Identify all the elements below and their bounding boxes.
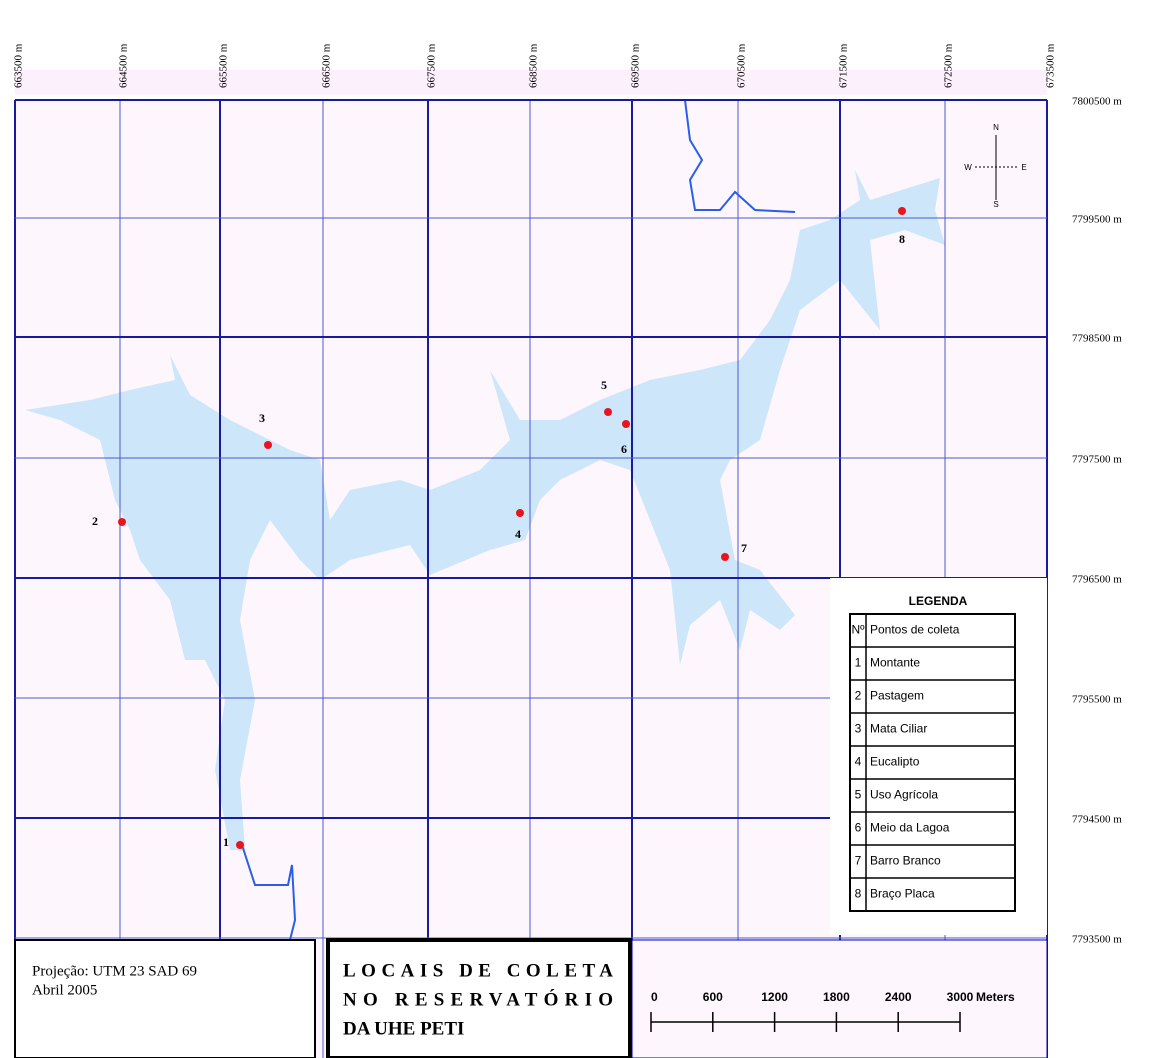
scale-label: 1200 xyxy=(761,990,788,1004)
northing-label: 7797500 m xyxy=(1072,454,1122,466)
northing-label: 7795500 m xyxy=(1072,694,1122,706)
northing-label: 7794500 m xyxy=(1072,814,1122,826)
projection: Projeção: UTM 23 SAD 69 xyxy=(32,963,197,979)
easting-label: 671500 m xyxy=(838,43,850,88)
legend-key: 8 xyxy=(855,887,862,901)
scale-label: 0 xyxy=(651,990,658,1004)
legend-text: Meio da Lagoa xyxy=(870,821,950,835)
scale-label: 1800 xyxy=(823,990,850,1004)
northing-label: 7799500 m xyxy=(1072,214,1122,226)
northing-label: 7800500 m xyxy=(1072,96,1122,108)
point-label: 6 xyxy=(621,442,627,456)
legend-text: Mata Ciliar xyxy=(870,722,927,736)
easting-label: 665500 m xyxy=(218,43,230,88)
sample-point xyxy=(898,207,906,215)
compass-e: E xyxy=(1021,163,1026,172)
point-label: 7 xyxy=(741,541,747,555)
easting-label: 666500 m xyxy=(321,43,333,88)
easting-label: 673500 m xyxy=(1045,43,1057,88)
scale-unit: Meters xyxy=(976,990,1015,1004)
legend-key: 5 xyxy=(855,788,862,802)
point-label: 1 xyxy=(223,835,229,849)
point-label: 4 xyxy=(515,527,521,541)
easting-label: 672500 m xyxy=(943,43,955,88)
legend-key: 3 xyxy=(855,722,862,736)
sample-point xyxy=(236,841,244,849)
scale-box xyxy=(631,939,1048,1058)
compass-n: N xyxy=(993,123,999,132)
point-label: 3 xyxy=(259,411,265,425)
map-title: LOCAIS DE COLETA xyxy=(343,960,613,981)
scale-label: 3000 xyxy=(947,990,974,1004)
legend-key: 7 xyxy=(855,854,862,868)
compass: N S E W xyxy=(964,123,1026,209)
compass-w: W xyxy=(964,163,972,172)
map-title: NO RESERVATÓRIO xyxy=(343,988,613,1010)
sample-point xyxy=(721,553,729,561)
date: Abril 2005 xyxy=(32,982,97,998)
easting-label: 670500 m xyxy=(736,43,748,88)
sample-point xyxy=(516,509,524,517)
map-title: DA UHE PETI xyxy=(343,1018,464,1039)
point-label: 8 xyxy=(899,232,905,246)
point-label: 2 xyxy=(92,514,98,528)
legend-title: LEGENDA xyxy=(909,594,968,608)
legend-table xyxy=(849,613,1016,912)
northing-label: 7796500 m xyxy=(1072,574,1122,586)
river xyxy=(241,844,297,941)
legend-key: 1 xyxy=(855,656,862,670)
legend-text: Pastagem xyxy=(870,689,924,703)
legend-text: Uso Agrícola xyxy=(870,788,938,802)
legend-text: Barro Branco xyxy=(870,854,941,868)
easting-label: 668500 m xyxy=(528,43,540,88)
sample-point xyxy=(604,408,612,416)
easting-label: 664500 m xyxy=(118,43,130,88)
river xyxy=(684,99,796,213)
northing-label: 7798500 m xyxy=(1072,333,1122,345)
easting-label: 669500 m xyxy=(630,43,642,88)
easting-label: 663500 m xyxy=(13,43,25,88)
title-box xyxy=(326,938,632,1058)
legend-text: Montante xyxy=(870,656,920,670)
sample-point xyxy=(264,441,272,449)
legend-text: Braço Placa xyxy=(870,887,935,901)
sample-point xyxy=(118,518,126,526)
info-box xyxy=(14,939,316,1058)
point-label: 5 xyxy=(601,378,607,392)
legend-key: 4 xyxy=(855,755,862,769)
easting-label: 667500 m xyxy=(426,43,438,88)
legend-text: Eucalipto xyxy=(870,755,920,769)
reservoir xyxy=(25,170,945,850)
legend-key: 2 xyxy=(855,689,862,703)
legend-text: Pontos de coleta xyxy=(870,623,960,637)
label-strip xyxy=(15,70,1047,95)
sample-point xyxy=(622,420,630,428)
legend-key: 6 xyxy=(855,821,862,835)
compass-s: S xyxy=(993,200,998,209)
legend-key: Nº xyxy=(851,623,865,637)
northing-label: 7793500 m xyxy=(1072,934,1122,946)
scale-label: 600 xyxy=(703,990,723,1004)
scale-label: 2400 xyxy=(885,990,912,1004)
